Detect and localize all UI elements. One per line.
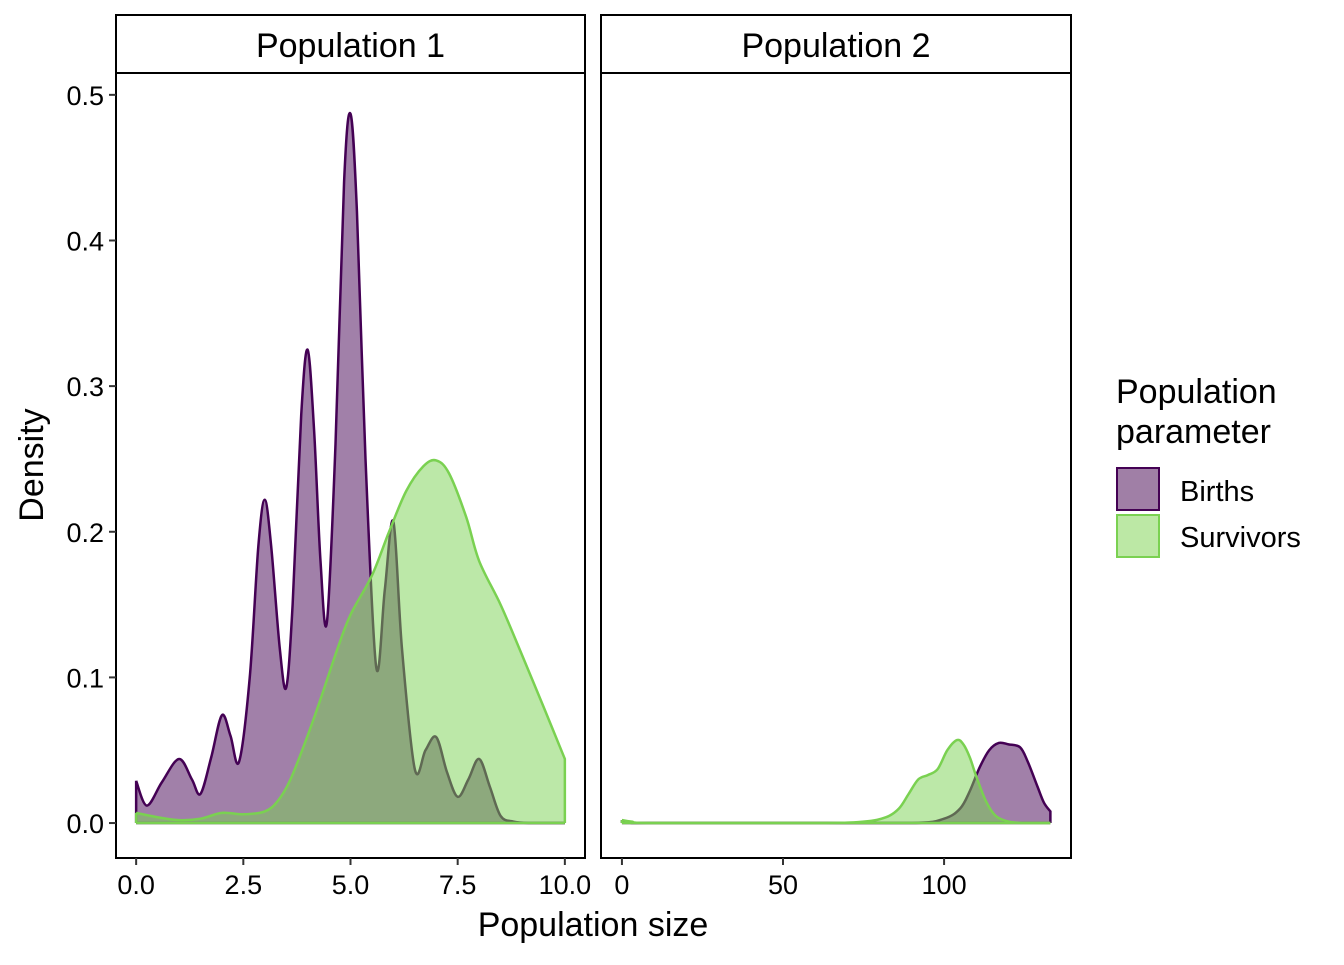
survivors-density-line [134,458,567,824]
panel-1: Population 1 0.0 2.5 5.0 7.5 10.0 0.0 0.1 0.2 0.3… [66,14,592,900]
x-tick-label: 5.0 [332,870,370,900]
legend-key-births [1116,467,1160,511]
x-tick-label: 0.0 [117,870,155,900]
facet-title: Population 1 [256,27,445,65]
legend-key-survivors [1116,514,1160,558]
births-density-area [136,113,565,824]
y-tick-label: 0.4 [66,226,104,256]
x-axis-label: Population size [478,906,709,944]
y-tick-label: 0.0 [66,809,104,839]
panel-2: Population 2 0 50 100 [600,14,1072,900]
x-tick-label: 10.0 [539,870,592,900]
births-density-area [621,742,1051,824]
y-tick-label: 0.1 [66,663,104,693]
x-tick-label: 7.5 [439,870,477,900]
legend-title-line-1: Population [1116,373,1277,411]
facet-strip [115,14,586,74]
x-tick-label: 2.5 [225,870,263,900]
facet-strip [600,14,1072,74]
panel-border [600,72,1072,859]
legend: Population parameter Births Survivors [1116,373,1301,558]
x-tick-label: 50 [768,870,798,900]
y-tick-label: 0.2 [66,518,104,548]
x-tick-label: 0 [614,870,629,900]
legend-title-line-2: parameter [1116,413,1271,451]
y-tick-label: 0.3 [66,372,104,402]
y-axis-label: Density [13,408,51,521]
facet-title: Population 2 [741,27,930,65]
legend-label-survivors: Survivors [1180,522,1301,554]
survivors-density-area [136,460,565,824]
x-tick-label: 100 [922,870,967,900]
y-tick-label: 0.5 [66,81,104,111]
legend-label-births: Births [1180,476,1254,508]
